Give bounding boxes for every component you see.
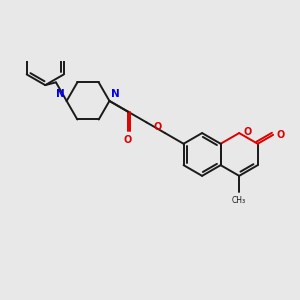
Text: N: N bbox=[111, 89, 120, 100]
Text: N: N bbox=[56, 89, 65, 100]
Text: O: O bbox=[276, 130, 284, 140]
Text: O: O bbox=[124, 135, 132, 145]
Text: O: O bbox=[153, 122, 161, 132]
Text: O: O bbox=[243, 128, 251, 137]
Text: CH₃: CH₃ bbox=[232, 196, 246, 205]
